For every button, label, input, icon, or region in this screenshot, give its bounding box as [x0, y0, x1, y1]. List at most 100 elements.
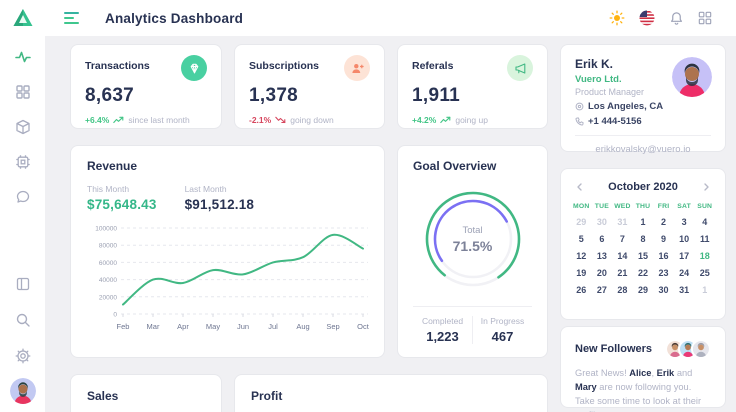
calendar-day[interactable]: 21 [617, 268, 628, 278]
svg-text:Feb: Feb [117, 322, 130, 331]
calendar-day[interactable]: 17 [679, 251, 690, 261]
svg-text:20000: 20000 [99, 294, 117, 301]
svg-text:Jun: Jun [237, 322, 249, 331]
stat-delta: +4.2% [412, 115, 437, 125]
sales-card: Sales [70, 374, 222, 412]
trend-down-icon [275, 116, 286, 124]
calendar-next-icon[interactable] [702, 183, 710, 191]
stat-delta: -2.1% [249, 115, 272, 125]
last-month-value: $91,512.18 [184, 197, 255, 212]
stat-note: since last month [128, 115, 190, 125]
calendar-day[interactable]: 7 [619, 234, 625, 244]
calendar-day[interactable]: 30 [596, 217, 607, 227]
bell-icon[interactable] [669, 11, 684, 26]
revenue-line-chart: 0 20000 40000 60000 80000 100000 Feb Mar Apr May J… [95, 226, 369, 332]
sidebar-user-avatar[interactable] [9, 378, 36, 404]
calendar-day[interactable]: 28 [617, 285, 628, 295]
goal-overview-card: Goal Overview Total 71.5% Completed [397, 145, 548, 358]
trend-up-icon [113, 116, 124, 124]
calendar-day[interactable]: 15 [637, 251, 648, 261]
calendar-day[interactable]: 27 [596, 285, 607, 295]
activity-icon[interactable] [14, 49, 31, 65]
app-logo-icon[interactable] [12, 7, 34, 29]
profit-title: Profit [251, 389, 283, 403]
svg-text:Oct: Oct [357, 322, 369, 331]
megaphone-icon [507, 55, 533, 81]
calendar-day[interactable]: 31 [617, 217, 628, 227]
calendar-day[interactable]: 12 [576, 251, 587, 261]
svg-text:Apr: Apr [177, 322, 189, 331]
this-month-block: This Month $75,648.43 [87, 184, 157, 212]
goal-inprogress-label: In Progress [480, 316, 525, 326]
search-icon[interactable] [15, 312, 31, 328]
calendar-day[interactable]: 20 [596, 268, 607, 278]
svg-text:Sep: Sep [326, 322, 339, 331]
box-icon[interactable] [15, 119, 31, 135]
calendar-day[interactable]: 9 [661, 234, 667, 244]
divider [575, 135, 711, 136]
calendar-day[interactable]: 4 [702, 217, 708, 227]
chat-icon[interactable] [15, 189, 31, 205]
calendar-day[interactable]: 1 [640, 217, 646, 227]
profile-avatar [672, 57, 712, 97]
calendar-day[interactable]: 30 [658, 285, 669, 295]
calendar-day[interactable]: 8 [640, 234, 646, 244]
calendar-day[interactable]: 31 [679, 285, 690, 295]
calendar-day[interactable]: 24 [679, 268, 690, 278]
apps-grid-icon[interactable] [698, 11, 712, 25]
sun-icon[interactable] [609, 10, 625, 26]
calendar-day[interactable]: 3 [681, 217, 687, 227]
phone-icon [575, 117, 584, 126]
goal-ring-outer [425, 191, 520, 287]
calendar-grid: MON TUE WED THU FRI SAT SUN 29 30 31 1 2 3 4 5 6 7 8 9 10 11… [571, 203, 715, 295]
calendar-day[interactable]: 5 [578, 234, 584, 244]
cpu-icon[interactable] [15, 154, 31, 170]
calendar-day[interactable]: 18 [699, 251, 710, 261]
gear-icon[interactable] [15, 348, 31, 364]
menu-toggle-icon[interactable] [64, 12, 79, 24]
location-icon [575, 102, 584, 111]
calendar-day[interactable]: 6 [599, 234, 605, 244]
calendar-day[interactable]: 29 [637, 285, 648, 295]
calendar-day[interactable]: 11 [699, 234, 710, 244]
calendar-weekday: FRI [657, 203, 670, 210]
trend-up-icon [440, 116, 451, 124]
grid-icon[interactable] [15, 84, 31, 100]
svg-text:Aug: Aug [296, 322, 309, 331]
last-month-label: Last Month [184, 184, 227, 194]
calendar-day[interactable]: 19 [576, 268, 587, 278]
profile-email: erikkovalsky@vuero.io [595, 144, 691, 155]
calendar-day[interactable]: 2 [661, 217, 667, 227]
layout-icon[interactable] [15, 276, 31, 292]
calendar-prev-icon[interactable] [576, 183, 584, 191]
calendar-weekday: TUE [594, 203, 609, 210]
last-month-block: Last Month $91,512.18 [185, 184, 255, 212]
goal-gauge: Total 71.5% [417, 183, 529, 295]
calendar-day[interactable]: 22 [637, 268, 648, 278]
topbar: Analytics Dashboard [45, 0, 736, 36]
calendar-day[interactable]: 16 [658, 251, 669, 261]
svg-text:Jul: Jul [268, 322, 278, 331]
calendar-day[interactable]: 26 [576, 285, 587, 295]
svg-text:Mar: Mar [147, 322, 160, 331]
calendar-day[interactable]: 23 [658, 268, 669, 278]
profile-card: Erik K. Vuero Ltd. Product Manager Los A… [560, 44, 726, 155]
svg-text:100000: 100000 [95, 226, 117, 233]
calendar-day[interactable]: 13 [596, 251, 607, 261]
calendar-weekday: SAT [677, 203, 691, 210]
revenue-title: Revenue [87, 159, 138, 173]
stat-delta: +6.4% [85, 115, 110, 125]
calendar-day[interactable]: 14 [617, 251, 628, 261]
calendar-day[interactable]: 1 [702, 285, 708, 295]
goal-completed-label: Completed [421, 316, 464, 326]
goal-title: Goal Overview [413, 159, 497, 173]
us-flag-icon[interactable] [639, 10, 655, 26]
calendar-day[interactable]: 10 [679, 234, 690, 244]
calendar-day[interactable]: 29 [576, 217, 587, 227]
divider [413, 306, 532, 307]
svg-text:60000: 60000 [99, 260, 117, 267]
new-followers-card: New Followers [560, 326, 726, 412]
follower-avatar-mary[interactable] [691, 339, 711, 359]
main-content: Transactions 8,637 +6.4% since last mont… [45, 36, 736, 412]
calendar-day[interactable]: 25 [699, 268, 710, 278]
